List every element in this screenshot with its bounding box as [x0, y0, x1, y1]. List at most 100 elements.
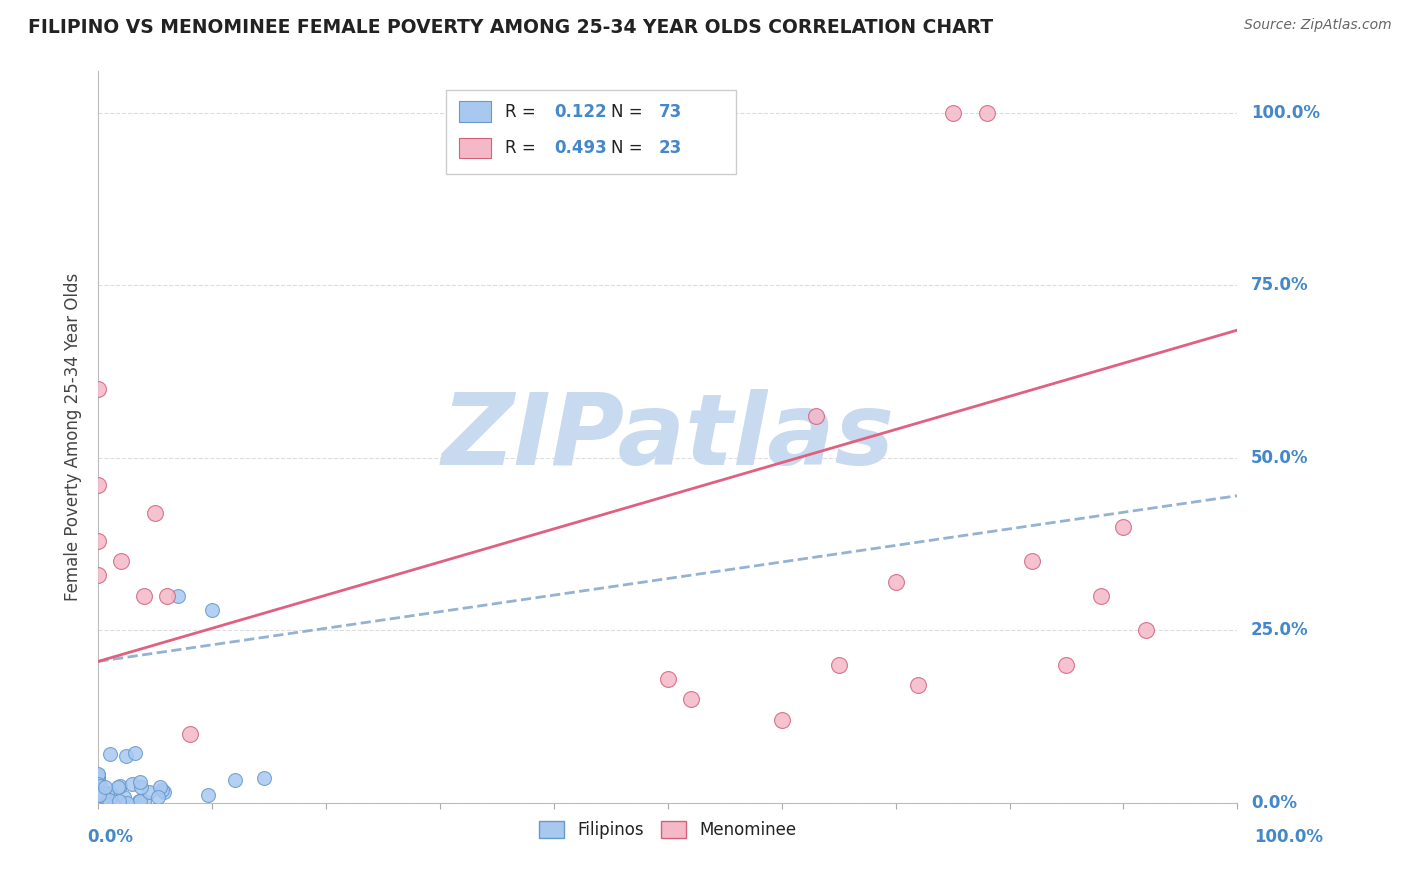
Point — [87, 792, 110, 806]
Point — [224, 773, 246, 788]
Point — [87, 776, 110, 790]
Text: FILIPINO VS MENOMINEE FEMALE POVERTY AMONG 25-34 YEAR OLDS CORRELATION CHART: FILIPINO VS MENOMINEE FEMALE POVERTY AMO… — [28, 18, 993, 37]
Point — [87, 781, 110, 796]
Point — [884, 574, 907, 589]
Point — [98, 789, 121, 804]
Point — [87, 793, 110, 807]
Point — [115, 749, 138, 764]
Point — [112, 789, 135, 804]
FancyBboxPatch shape — [460, 102, 491, 122]
Point — [97, 793, 120, 807]
Point — [87, 792, 110, 806]
Text: Source: ZipAtlas.com: Source: ZipAtlas.com — [1244, 18, 1392, 32]
Point — [100, 795, 122, 809]
Point — [87, 794, 110, 808]
Point — [87, 795, 110, 809]
Point — [128, 794, 150, 808]
Point — [87, 786, 110, 800]
Point — [87, 793, 110, 807]
Point — [87, 790, 110, 805]
Point — [138, 785, 160, 799]
Point — [976, 105, 998, 120]
Point — [657, 672, 679, 686]
Text: N =: N = — [610, 103, 648, 120]
Point — [107, 780, 129, 794]
Point — [87, 791, 110, 805]
Point — [942, 105, 965, 120]
Point — [87, 780, 110, 794]
Point — [94, 780, 117, 794]
Point — [804, 409, 827, 424]
FancyBboxPatch shape — [446, 90, 737, 174]
Point — [1054, 657, 1078, 672]
Point — [89, 780, 111, 794]
Text: N =: N = — [610, 139, 648, 157]
Point — [87, 792, 110, 806]
Point — [110, 779, 132, 793]
Point — [1135, 624, 1157, 638]
Text: 0.0%: 0.0% — [87, 829, 134, 847]
Point — [121, 777, 143, 791]
Text: R =: R = — [505, 103, 541, 120]
Point — [87, 792, 110, 806]
Point — [108, 794, 131, 808]
Point — [129, 780, 152, 795]
Point — [197, 788, 219, 802]
Point — [87, 382, 110, 396]
Text: 75.0%: 75.0% — [1251, 277, 1309, 294]
Text: 0.0%: 0.0% — [1251, 794, 1296, 812]
Point — [87, 478, 110, 492]
Text: 100.0%: 100.0% — [1251, 103, 1320, 122]
Point — [145, 506, 167, 520]
Point — [87, 793, 110, 807]
Point — [907, 678, 929, 692]
Point — [129, 794, 152, 808]
Text: ZIPatlas: ZIPatlas — [441, 389, 894, 485]
Point — [150, 783, 173, 797]
Point — [93, 796, 115, 810]
Point — [179, 727, 201, 741]
Point — [98, 786, 121, 800]
Text: 100.0%: 100.0% — [1254, 829, 1323, 847]
Point — [129, 775, 152, 789]
Point — [132, 589, 155, 603]
Point — [679, 692, 702, 706]
Point — [87, 794, 110, 808]
Text: 0.122: 0.122 — [554, 103, 606, 120]
Point — [87, 789, 110, 804]
Point — [115, 796, 138, 810]
Point — [87, 790, 110, 805]
Point — [87, 767, 110, 781]
Point — [770, 713, 793, 727]
Point — [97, 792, 120, 806]
Point — [87, 790, 110, 805]
Point — [91, 786, 114, 800]
Point — [87, 796, 110, 810]
Point — [89, 796, 111, 810]
Point — [156, 589, 179, 603]
Point — [201, 602, 224, 616]
Text: 50.0%: 50.0% — [1251, 449, 1309, 467]
Point — [96, 787, 118, 801]
Point — [152, 785, 174, 799]
FancyBboxPatch shape — [460, 138, 491, 159]
Point — [87, 795, 110, 809]
Point — [87, 793, 110, 807]
Point — [87, 788, 110, 802]
Text: 73: 73 — [659, 103, 682, 120]
Point — [167, 589, 190, 603]
Point — [1021, 554, 1043, 568]
Point — [87, 771, 110, 785]
Point — [98, 747, 121, 762]
Point — [87, 795, 110, 809]
Point — [124, 746, 146, 760]
Text: 25.0%: 25.0% — [1251, 622, 1309, 640]
Point — [87, 796, 110, 810]
Point — [87, 568, 110, 582]
Point — [110, 554, 132, 568]
Point — [93, 789, 115, 804]
Point — [87, 792, 110, 806]
Point — [134, 794, 156, 808]
Point — [87, 794, 110, 808]
Point — [87, 793, 110, 807]
